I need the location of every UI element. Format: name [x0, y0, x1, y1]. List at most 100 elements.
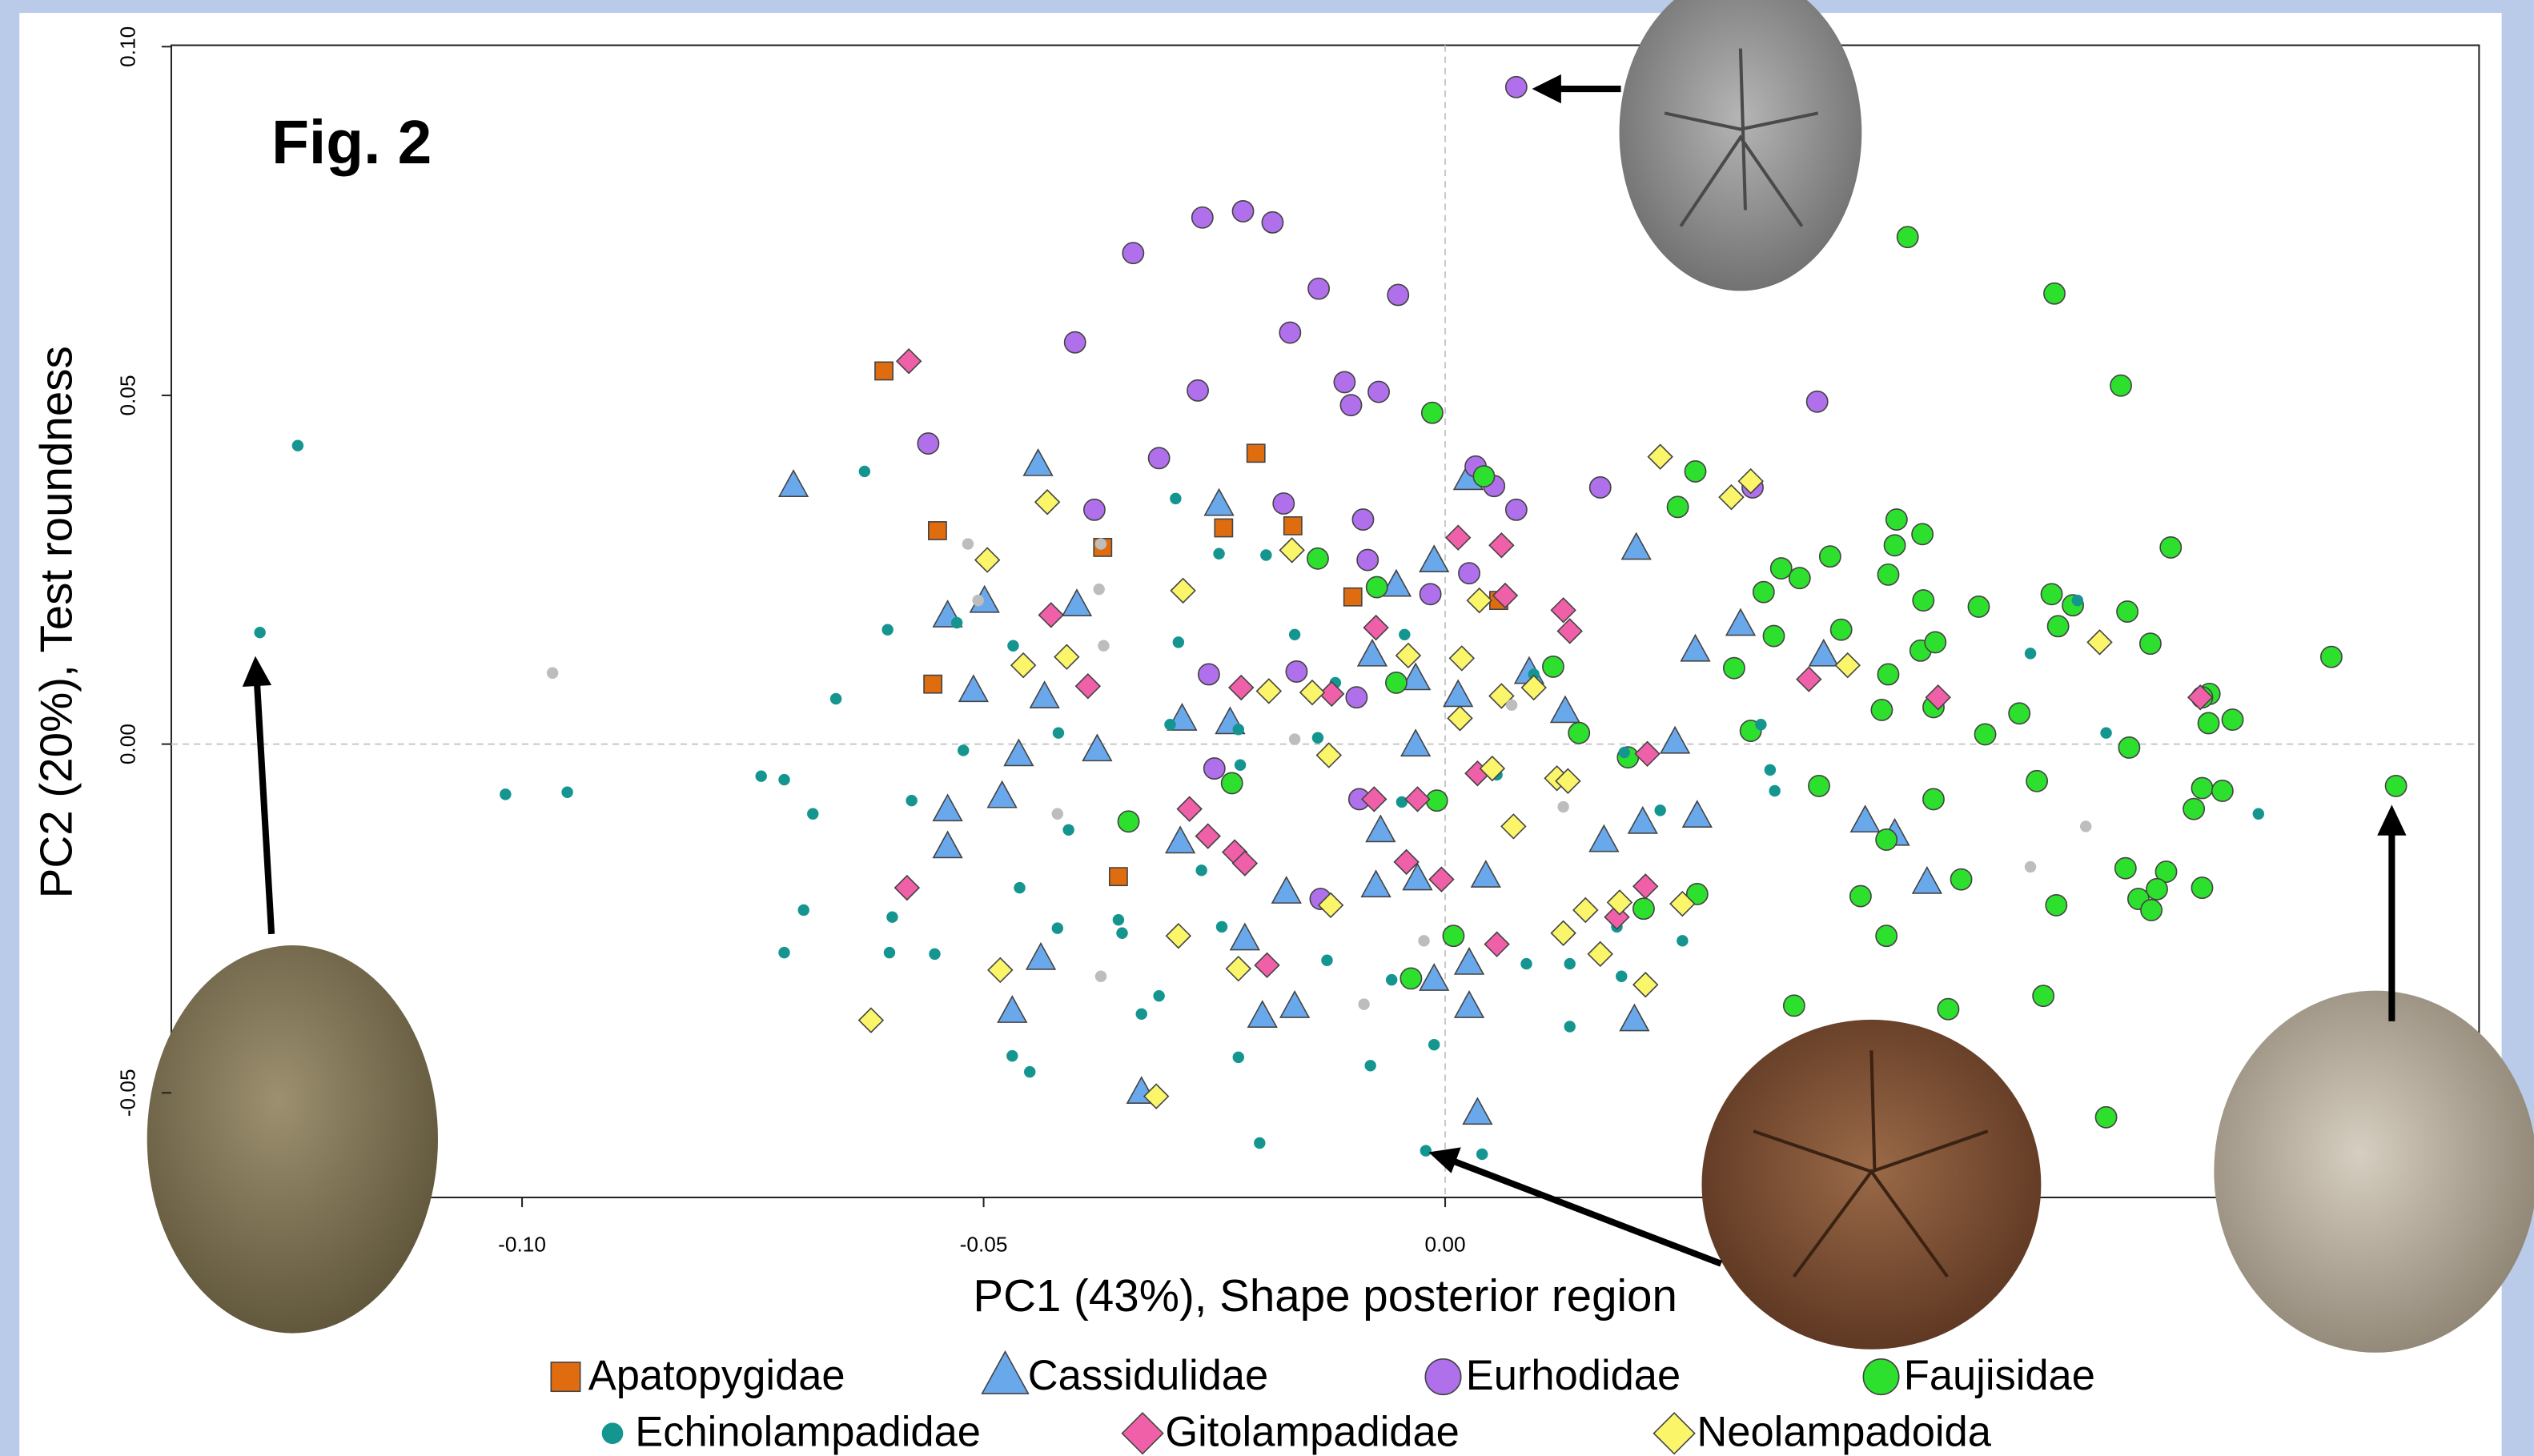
point [1765, 764, 1776, 776]
point [292, 439, 303, 451]
point [1215, 519, 1232, 536]
point [1006, 1050, 1018, 1061]
photo-left [147, 945, 438, 1334]
point [1273, 493, 1294, 514]
point [2198, 712, 2219, 733]
point [1871, 700, 1892, 720]
point [1321, 955, 1332, 966]
point [2253, 808, 2264, 820]
point [2183, 799, 2204, 820]
point [1543, 656, 1564, 677]
point [1564, 1021, 1575, 1032]
point [1084, 499, 1105, 520]
x-tick-label: 0.00 [1425, 1232, 1466, 1256]
legend-swatch [602, 1422, 624, 1444]
point [1386, 672, 1407, 693]
point [1289, 733, 1300, 744]
point [1113, 914, 1124, 925]
legend-label: Faujisidae [1904, 1352, 2095, 1399]
point [1654, 804, 1665, 816]
point [1116, 928, 1127, 939]
point [2160, 537, 2181, 558]
point [254, 627, 265, 638]
point [2100, 727, 2111, 738]
legend-label: Cassidulidae [1028, 1352, 1268, 1399]
point [1769, 785, 1780, 796]
figure-label: Fig. 2 [271, 109, 432, 177]
point [1358, 998, 1369, 1009]
point [1443, 925, 1464, 946]
point [1753, 582, 1774, 603]
point [1110, 868, 1127, 885]
point [962, 538, 974, 549]
point [1098, 640, 1109, 652]
point [1506, 700, 1517, 711]
point [1136, 1009, 1147, 1020]
legend-label: Gitolampadidae [1165, 1409, 1459, 1456]
point [755, 770, 766, 781]
point [1884, 535, 1905, 556]
point [1876, 829, 1897, 850]
point [1312, 732, 1323, 744]
point [798, 904, 809, 916]
point [1418, 935, 1429, 946]
point [1095, 538, 1106, 549]
point [1095, 971, 1106, 982]
point [1065, 332, 1086, 353]
point [2110, 375, 2131, 396]
point [1422, 403, 1443, 423]
point [1820, 546, 1841, 567]
point [1340, 395, 1361, 415]
point [2025, 861, 2036, 872]
point [1923, 788, 1944, 809]
point [830, 693, 841, 704]
point [1568, 723, 1589, 744]
point [1053, 727, 1064, 738]
legend-label: Neolampadoida [1697, 1409, 1991, 1456]
y-axis-label: PC2 (20%), Test roundness [31, 346, 82, 898]
point [1122, 243, 1143, 263]
point [2095, 1107, 2116, 1128]
point [1420, 1145, 1432, 1156]
point [1307, 548, 1328, 569]
point [1386, 974, 1397, 985]
y-tick-label: -0.05 [115, 1069, 139, 1117]
point [1387, 284, 1408, 305]
point [1153, 990, 1164, 1001]
point [1476, 1149, 1488, 1160]
point [1346, 687, 1367, 708]
x-tick-label: -0.10 [498, 1232, 546, 1256]
point [1677, 935, 1688, 946]
point [2321, 647, 2342, 668]
point [1400, 968, 1421, 989]
point [1925, 632, 1946, 652]
point [1357, 549, 1378, 570]
point [1506, 77, 1527, 98]
point [1974, 724, 1995, 744]
point [1052, 808, 1063, 820]
point [2191, 777, 2212, 798]
point [1232, 201, 1253, 222]
point [1619, 747, 1630, 758]
point [1062, 824, 1074, 836]
point [1809, 776, 1829, 796]
point [2385, 776, 2406, 796]
point [1771, 558, 1792, 579]
point [1763, 625, 1784, 646]
point [1938, 999, 1958, 1020]
point [2026, 771, 2047, 792]
point [1235, 760, 1246, 771]
point [1334, 371, 1355, 392]
point [1204, 758, 1225, 779]
point [1344, 588, 1362, 606]
point [2009, 703, 2030, 724]
point [1685, 461, 1705, 482]
point [2025, 648, 2036, 659]
point [929, 522, 946, 539]
point [778, 947, 789, 958]
legend-swatch [551, 1362, 580, 1391]
point [1506, 499, 1527, 520]
point [1286, 661, 1307, 682]
point [1473, 466, 1494, 487]
point [918, 433, 938, 454]
